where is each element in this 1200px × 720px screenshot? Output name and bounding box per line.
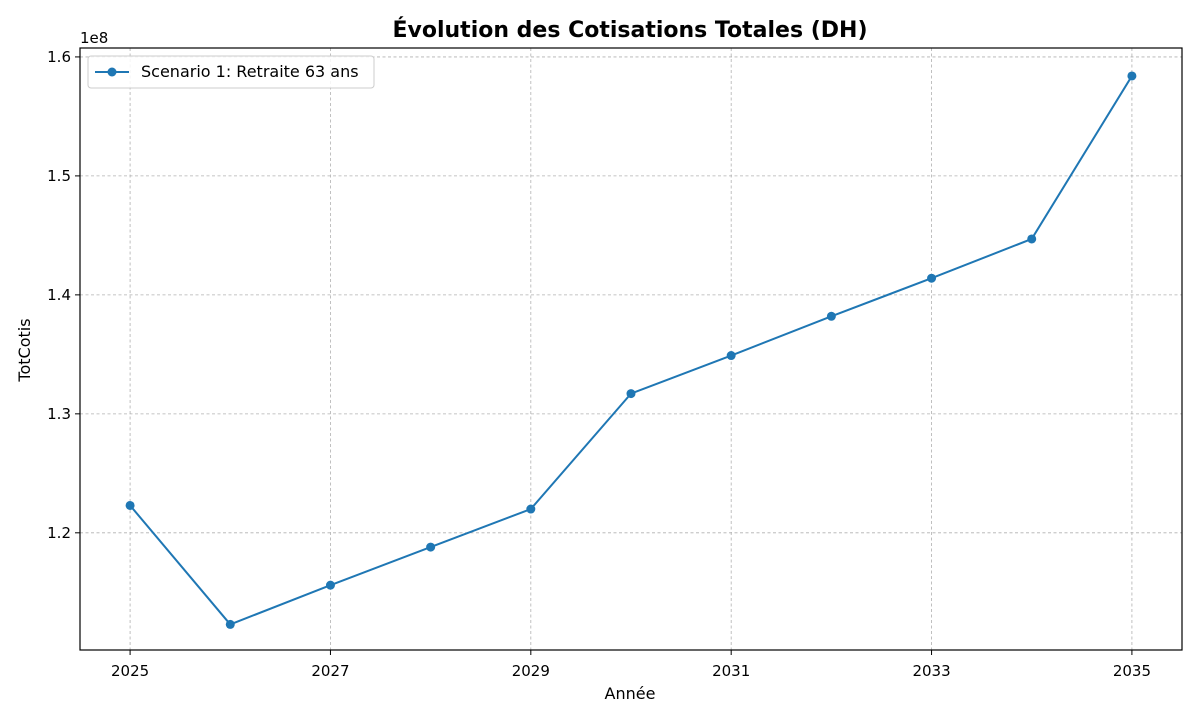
x-tick-label: 2027	[311, 662, 349, 680]
data-point	[726, 351, 736, 361]
data-point	[626, 389, 636, 399]
x-tick-label: 2033	[912, 662, 950, 680]
data-point	[125, 500, 135, 510]
data-point	[225, 619, 235, 629]
y-tick-label: 1.4	[47, 286, 71, 304]
axis-ticks: 2025 2027 2029 2031 2033 2035 1.2 1.3 1.4 1.5 1.6	[47, 48, 1151, 680]
data-point	[1027, 234, 1037, 244]
series-layer	[125, 71, 1137, 629]
legend-marker-swatch	[107, 67, 117, 77]
series-line	[129, 75, 1133, 626]
legend-box	[87, 55, 375, 89]
y-axis-offset-label: 1e8	[80, 29, 108, 47]
x-tick-label: 2031	[712, 662, 750, 680]
data-point	[1127, 71, 1137, 81]
y-tick-label: 1.5	[47, 167, 71, 185]
y-tick-label: 1.3	[47, 405, 71, 423]
y-tick-label: 1.2	[47, 524, 71, 542]
data-point	[927, 273, 937, 283]
plot-frame	[79, 47, 1183, 651]
x-tick-label: 2035	[1113, 662, 1151, 680]
x-tick-label: 2025	[111, 662, 149, 680]
data-point	[826, 311, 836, 321]
data-point	[426, 542, 436, 552]
y-tick-label: 1.6	[47, 48, 71, 66]
chart-title: Évolution des Cotisations Totales (DH)	[392, 17, 867, 43]
y-axis-label: TotCotis	[15, 318, 34, 382]
x-tick-label: 2029	[512, 662, 550, 680]
legend-entry-label: Scenario 1: Retraite 63 ans	[141, 62, 359, 81]
data-point	[526, 504, 536, 514]
legend: Scenario 1: Retraite 63 ans	[87, 55, 375, 89]
grid	[80, 48, 1182, 650]
x-axis-label: Année	[605, 684, 656, 703]
data-point	[325, 580, 335, 590]
